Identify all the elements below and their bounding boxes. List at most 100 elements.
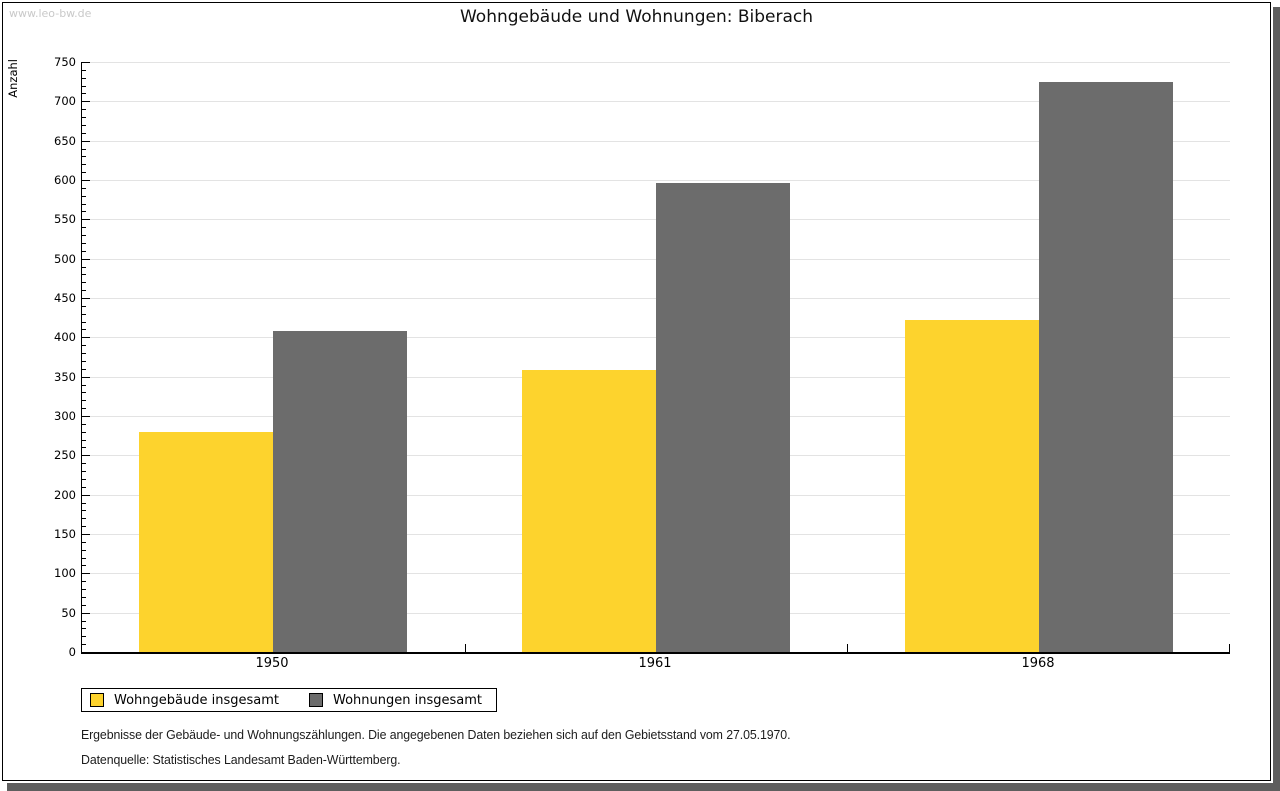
y-minor-tick <box>82 400 86 401</box>
bar-wohngeb-ude-insgesamt-1950 <box>139 432 273 652</box>
y-tick-label: 300 <box>54 409 76 423</box>
y-minor-tick <box>82 487 86 488</box>
y-minor-tick <box>82 550 86 551</box>
y-minor-tick <box>82 274 86 275</box>
y-major-tick <box>82 259 90 260</box>
x-tick-label: 1968 <box>1021 656 1055 671</box>
y-major-tick <box>82 455 90 456</box>
y-major-tick <box>82 534 90 535</box>
y-minor-tick <box>82 361 86 362</box>
y-tick-label: 700 <box>54 94 76 108</box>
y-major-tick <box>82 613 90 614</box>
y-minor-tick <box>82 542 86 543</box>
legend-swatch <box>90 693 104 707</box>
y-minor-tick <box>82 628 86 629</box>
y-tick-label: 600 <box>54 173 76 187</box>
y-minor-tick <box>82 597 86 598</box>
y-minor-tick <box>82 432 86 433</box>
y-major-tick <box>82 298 90 299</box>
y-minor-tick <box>82 306 86 307</box>
legend-label: Wohnungen insgesamt <box>333 692 482 708</box>
bar-wohnungen-insgesamt-1950 <box>273 331 407 652</box>
y-minor-tick <box>82 345 86 346</box>
chart-title: Wohngebäude und Wohnungen: Biberach <box>459 7 814 27</box>
y-minor-tick <box>82 93 86 94</box>
y-minor-tick <box>82 385 86 386</box>
y-tick-label: 50 <box>61 606 76 620</box>
y-minor-tick <box>82 479 86 480</box>
y-minor-tick <box>82 408 86 409</box>
y-minor-tick <box>82 526 86 527</box>
y-tick-label: 500 <box>54 252 76 266</box>
y-minor-tick <box>82 329 86 330</box>
y-minor-tick <box>82 125 86 126</box>
legend-swatch <box>309 693 323 707</box>
y-minor-tick <box>82 164 86 165</box>
y-minor-tick <box>82 322 86 323</box>
y-minor-tick <box>82 227 86 228</box>
y-minor-tick <box>82 440 86 441</box>
plot-area: 0 50 100 150 200 250 300 350 400 450 500 550 600 650 7… <box>54 55 1230 659</box>
drop-shadow-right <box>1273 7 1280 791</box>
y-minor-tick <box>82 149 86 150</box>
y-gridline <box>82 101 1230 102</box>
y-minor-tick <box>82 605 86 606</box>
y-minor-tick <box>82 581 86 582</box>
footnote-source-note: Ergebnisse der Gebäude- und Wohnungszähl… <box>81 727 791 742</box>
y-minor-tick <box>82 644 86 645</box>
y-minor-tick <box>82 204 86 205</box>
y-major-tick <box>82 573 90 574</box>
y-minor-tick <box>82 196 86 197</box>
bar-wohngeb-ude-insgesamt-1968 <box>905 320 1039 652</box>
y-minor-tick <box>82 282 86 283</box>
drop-shadow-bottom <box>7 783 1273 791</box>
y-major-tick <box>82 416 90 417</box>
y-minor-tick <box>82 424 86 425</box>
y-tick-label: 750 <box>54 55 76 69</box>
y-minor-tick <box>82 211 86 212</box>
y-tick-label: 550 <box>54 212 76 226</box>
bar-wohnungen-insgesamt-1968 <box>1039 82 1173 652</box>
y-minor-tick <box>82 78 86 79</box>
y-minor-tick <box>82 86 86 87</box>
y-gridline <box>82 62 1230 63</box>
y-minor-tick <box>82 243 86 244</box>
y-minor-tick <box>82 471 86 472</box>
y-minor-tick <box>82 369 86 370</box>
y-minor-tick <box>82 156 86 157</box>
y-tick-label: 0 <box>68 645 76 659</box>
y-minor-tick <box>82 172 86 173</box>
y-tick-label: 650 <box>54 134 76 148</box>
y-minor-tick <box>82 558 86 559</box>
x-axis-tick <box>847 644 848 652</box>
y-major-tick <box>82 219 90 220</box>
y-minor-tick <box>82 109 86 110</box>
legend: Wohngebäude insgesamt Wohnungen insgesamt <box>81 688 497 712</box>
y-minor-tick <box>82 392 86 393</box>
y-tick-label: 250 <box>54 448 76 462</box>
y-gridline <box>82 141 1230 142</box>
y-tick-label: 200 <box>54 488 76 502</box>
y-minor-tick <box>82 70 86 71</box>
y-minor-tick <box>82 133 86 134</box>
x-axis-tick <box>1229 644 1230 652</box>
y-minor-tick <box>82 188 86 189</box>
x-tick-label: 1950 <box>255 656 289 671</box>
y-minor-tick <box>82 510 86 511</box>
y-tick-label: 450 <box>54 291 76 305</box>
y-major-tick <box>82 101 90 102</box>
y-minor-tick <box>82 290 86 291</box>
y-major-tick <box>82 62 90 63</box>
y-tick-label: 400 <box>54 330 76 344</box>
y-tick-label: 100 <box>54 566 76 580</box>
y-minor-tick <box>82 621 86 622</box>
y-minor-tick <box>82 589 86 590</box>
y-minor-tick <box>82 518 86 519</box>
y-minor-tick <box>82 251 86 252</box>
y-major-tick <box>82 495 90 496</box>
legend-item: Wohnungen insgesamt <box>309 693 482 708</box>
y-tick-label: 150 <box>54 527 76 541</box>
y-minor-tick <box>82 636 86 637</box>
y-minor-tick <box>82 314 86 315</box>
